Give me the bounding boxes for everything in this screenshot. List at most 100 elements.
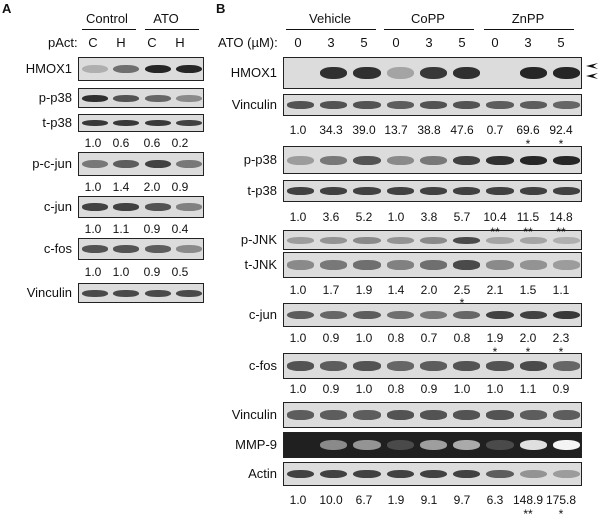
quant-value-a: 1.0 — [112, 265, 130, 279]
band — [552, 310, 580, 320]
band — [552, 67, 580, 79]
ato-dose-row-label: ATO (µM): — [218, 35, 278, 50]
band — [176, 245, 203, 253]
quant-value-b: 3.8 — [420, 210, 438, 224]
band — [419, 469, 448, 479]
band — [113, 159, 140, 169]
quant-value-b: 69.6 — [516, 123, 540, 137]
quant-value-b: 1.0 — [453, 382, 471, 396]
dose-label: 5 — [557, 35, 565, 50]
blot-label-a: p-c-jun — [32, 156, 72, 171]
condition-label: H — [116, 35, 126, 50]
quant-value-b: 9.7 — [453, 493, 471, 507]
band — [353, 101, 381, 109]
group-label-vehicle: Vehicle — [309, 11, 351, 26]
band — [320, 67, 348, 79]
group-underline-vehicle — [286, 29, 376, 30]
band — [486, 440, 514, 450]
group-label-znpp: ZnPP — [511, 11, 545, 26]
blot-label-b: Vinculin — [231, 97, 277, 112]
band — [419, 361, 448, 371]
blot-label-a: HMOX1 — [25, 61, 72, 76]
band — [176, 94, 203, 102]
band — [320, 236, 348, 244]
band — [453, 155, 481, 165]
band — [353, 310, 381, 320]
quant-value-a: 0.9 — [143, 222, 161, 236]
pact-row-label: pAct: — [48, 35, 78, 50]
quant-value-b: 3.6 — [322, 210, 340, 224]
quant-value-b: 1.4 — [387, 283, 405, 297]
band — [419, 440, 448, 450]
band — [286, 101, 315, 109]
group-underline-control — [82, 29, 136, 30]
blot-label-b: MMP-9 — [235, 437, 277, 452]
quant-value-b: 1.0 — [355, 331, 373, 345]
quant-value-b: 1.9 — [387, 493, 405, 507]
blot-b-vinculin-8 — [283, 402, 582, 428]
dose-label: 3 — [327, 35, 335, 50]
band — [320, 187, 348, 195]
band — [286, 410, 315, 420]
band — [552, 187, 580, 195]
panel-a-letter: A — [2, 1, 12, 16]
group-underline-copp — [384, 29, 474, 30]
band — [113, 289, 140, 297]
band — [353, 361, 381, 371]
band — [453, 410, 481, 420]
band — [486, 410, 514, 420]
significance-marker: * — [558, 137, 564, 151]
band — [81, 119, 108, 127]
blot-label-b: p-JNK — [240, 232, 277, 247]
band — [353, 67, 381, 79]
band — [519, 410, 547, 420]
band — [552, 410, 580, 420]
band — [81, 94, 108, 102]
band — [453, 187, 481, 195]
quant-value-b: 0.9 — [552, 382, 570, 396]
band — [552, 236, 580, 244]
band — [486, 361, 514, 371]
band — [386, 260, 414, 270]
band — [519, 440, 547, 450]
blot-label-b: Vinculin — [231, 407, 277, 422]
quant-value-b: 1.0 — [289, 123, 307, 137]
blot-b-c-fos-7 — [283, 353, 582, 379]
blot-label-a: Vinculin — [26, 285, 72, 300]
group-underline-znpp — [484, 29, 574, 30]
significance-marker: * — [525, 345, 531, 359]
dose-label: 3 — [425, 35, 433, 50]
blot-b-p-p38-2 — [283, 146, 582, 174]
blot-b-t-jnk-5 — [283, 252, 582, 278]
blot-a-c-fos — [78, 238, 204, 260]
band — [519, 361, 547, 371]
quant-value-b: 2.5 — [453, 283, 471, 297]
quant-value-b: 2.0 — [420, 283, 438, 297]
quant-value-b: 10.4 — [483, 210, 507, 224]
band — [320, 310, 348, 320]
band — [113, 245, 140, 253]
quant-value-a: 0.6 — [143, 136, 161, 150]
significance-marker: ** — [490, 225, 500, 239]
quant-value-b: 6.7 — [355, 493, 373, 507]
band — [386, 361, 414, 371]
band — [353, 260, 381, 270]
band — [113, 203, 140, 211]
quant-value-b: 175.8 — [545, 493, 577, 507]
group-underline-ato — [145, 29, 199, 30]
dose-label: 5 — [360, 35, 368, 50]
band — [144, 119, 171, 127]
band — [419, 101, 448, 109]
quant-value-a: 1.0 — [84, 222, 102, 236]
band — [144, 64, 171, 74]
quant-value-a: 0.4 — [171, 222, 189, 236]
band — [486, 101, 514, 109]
blot-b-actin-10 — [283, 462, 582, 486]
quant-value-b: 9.1 — [420, 493, 438, 507]
quant-value-b: 14.8 — [549, 210, 573, 224]
blot-label-a: t-p38 — [42, 115, 72, 130]
band — [286, 310, 315, 320]
quant-value-b: 34.3 — [319, 123, 343, 137]
blot-b-c-jun-6 — [283, 303, 582, 327]
